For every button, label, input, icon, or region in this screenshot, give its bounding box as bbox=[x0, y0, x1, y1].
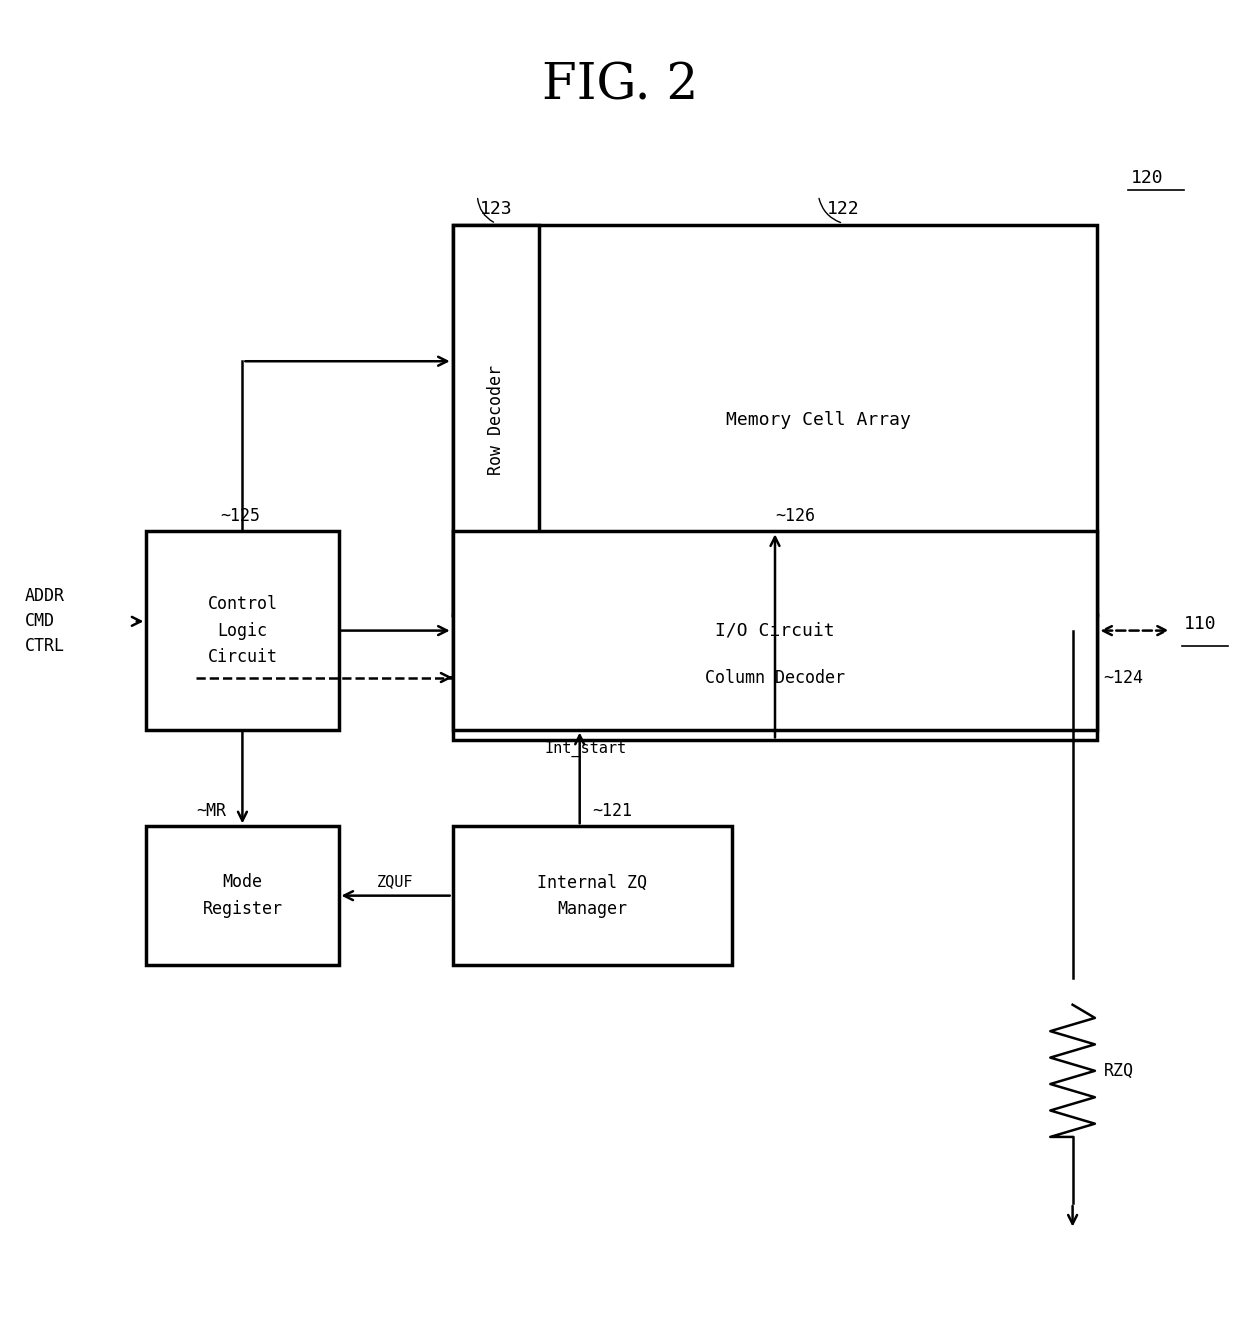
Text: ~121: ~121 bbox=[593, 801, 632, 820]
Text: Internal ZQ
Manager: Internal ZQ Manager bbox=[537, 874, 647, 917]
FancyBboxPatch shape bbox=[453, 531, 1097, 730]
Text: ADDR
CMD
CTRL: ADDR CMD CTRL bbox=[25, 587, 64, 656]
FancyBboxPatch shape bbox=[146, 531, 339, 730]
FancyBboxPatch shape bbox=[453, 225, 539, 615]
FancyBboxPatch shape bbox=[453, 615, 1097, 740]
Text: Memory Cell Array: Memory Cell Array bbox=[725, 411, 911, 428]
Text: ~MR: ~MR bbox=[196, 801, 226, 820]
Text: Control
Logic
Circuit: Control Logic Circuit bbox=[207, 595, 278, 666]
Text: Int_start: Int_start bbox=[544, 740, 627, 756]
Text: ~125: ~125 bbox=[221, 506, 260, 525]
Text: 122: 122 bbox=[827, 200, 859, 218]
FancyBboxPatch shape bbox=[453, 225, 1097, 615]
Text: Row Decoder: Row Decoder bbox=[487, 365, 505, 475]
Text: ~126: ~126 bbox=[775, 506, 815, 525]
FancyBboxPatch shape bbox=[146, 826, 339, 965]
Text: ZQUF: ZQUF bbox=[377, 874, 414, 888]
Text: ~124: ~124 bbox=[1104, 669, 1143, 686]
Text: RZQ: RZQ bbox=[1104, 1062, 1133, 1080]
Text: I/O Circuit: I/O Circuit bbox=[715, 621, 835, 640]
Text: 120: 120 bbox=[1131, 169, 1163, 188]
Text: Column Decoder: Column Decoder bbox=[706, 669, 844, 686]
Text: 123: 123 bbox=[480, 200, 512, 218]
Text: FIG. 2: FIG. 2 bbox=[542, 61, 698, 111]
Text: 110: 110 bbox=[1184, 615, 1216, 633]
Text: Mode
Register: Mode Register bbox=[202, 874, 283, 917]
FancyBboxPatch shape bbox=[453, 826, 732, 965]
